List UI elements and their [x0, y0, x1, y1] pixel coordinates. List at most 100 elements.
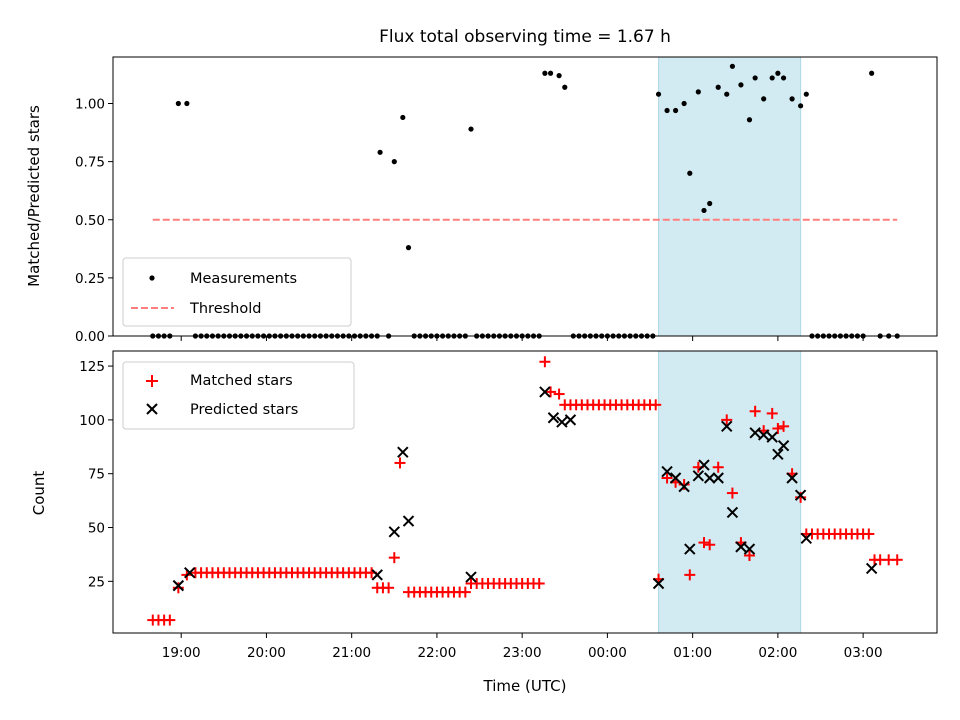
measurement-point — [562, 84, 568, 90]
measurement-point — [798, 103, 804, 109]
predicted-star-point — [735, 541, 747, 553]
bottom-legend: Matched stars Predicted stars — [122, 361, 355, 430]
legend-measurements-label: Measurements — [190, 271, 297, 287]
predicted-star-point — [698, 459, 710, 471]
matched-star-point — [553, 388, 565, 400]
predicted-star-point — [402, 515, 415, 527]
predicted-star-point — [669, 472, 682, 484]
predicted-star-point — [172, 579, 185, 592]
measurement-point — [672, 107, 679, 114]
measurement-point — [738, 82, 744, 88]
predicted-star-point — [786, 472, 798, 484]
matched-star-point — [394, 457, 406, 469]
matched-star-point — [726, 487, 738, 499]
top-y-tick-label: 0.00 — [75, 329, 105, 345]
predicted-star-point — [547, 412, 560, 424]
measurement-point — [869, 70, 875, 76]
x-tick-label: 20:00 — [247, 645, 286, 661]
measurement-point — [746, 117, 753, 123]
matched-star-point — [172, 582, 184, 594]
measurement-point — [681, 100, 687, 107]
x-tick-label: 03:00 — [844, 645, 883, 661]
measurement-point — [391, 159, 397, 165]
predicted-star-point — [556, 416, 568, 428]
measurement-point — [724, 91, 730, 97]
legend-matched-label: Matched stars — [190, 373, 293, 389]
predicted-star-point — [465, 571, 477, 583]
matched-star-point — [678, 478, 690, 490]
matched-star-point — [383, 582, 395, 594]
legend-predicted-marker — [146, 403, 158, 415]
x-tick-label: 19:00 — [162, 645, 201, 661]
bottom-y-tick-label: 100 — [79, 413, 105, 429]
bottom-y-axis-label: Count — [30, 471, 48, 516]
matched-star-point — [795, 491, 807, 503]
measurement-point — [184, 100, 190, 107]
matched-star-point — [749, 405, 761, 417]
predicted-star-point — [800, 532, 813, 544]
measurement-point — [377, 149, 383, 155]
predicted-star-point — [712, 472, 724, 484]
bottom-y-tick-label: 50 — [88, 521, 105, 537]
x-tick-label: 02:00 — [758, 645, 797, 661]
measurement-point — [405, 245, 412, 251]
matched-star-point — [533, 577, 545, 589]
predicted-star-point — [721, 420, 733, 433]
legend-measurements-marker — [149, 275, 155, 281]
predicted-star-point — [743, 543, 756, 555]
measurement-point — [655, 91, 662, 97]
measurement-point — [400, 114, 406, 121]
predicted-star-point — [757, 429, 770, 441]
predicted-star-point — [777, 440, 790, 452]
matched-star-point — [778, 420, 790, 432]
measurement-point — [769, 75, 775, 81]
matched-star-point — [539, 356, 551, 368]
matched-star-point — [863, 528, 875, 540]
x-axis-label: Time (UTC) — [483, 677, 567, 695]
top-shaded-span — [658, 56, 802, 337]
matched-star-point — [721, 414, 733, 426]
matched-star-point — [891, 554, 903, 566]
measurement-point — [687, 170, 693, 176]
predicted-star-point — [539, 386, 551, 398]
measurement-point — [547, 70, 554, 76]
top-y-tick-label: 0.75 — [75, 155, 105, 171]
measurement-point — [761, 96, 767, 102]
measurement-point — [468, 126, 474, 132]
measurement-point — [701, 207, 707, 214]
predicted-star-point — [766, 431, 778, 443]
predicted-star-point — [397, 446, 409, 458]
x-tick-label: 00:00 — [588, 645, 627, 661]
predicted-star-point — [564, 414, 577, 426]
measurement-point — [775, 70, 781, 76]
x-tick-label: 22:00 — [417, 645, 456, 661]
bottom-y-tick-label: 75 — [88, 467, 105, 483]
top-y-tick-label: 1.00 — [75, 97, 105, 113]
measurement-point — [729, 63, 736, 69]
predicted-star-point — [678, 480, 690, 493]
matched-star-point — [164, 614, 176, 626]
measurement-point — [542, 70, 548, 76]
predicted-star-point — [794, 489, 807, 501]
measurement-point — [664, 107, 670, 114]
measurement-point — [556, 73, 562, 79]
matched-star-point — [684, 569, 696, 581]
measurement-point — [695, 89, 701, 95]
predicted-star-point — [661, 465, 673, 478]
predicted-star-point — [184, 567, 196, 579]
x-tick-label: 23:00 — [503, 645, 542, 661]
matched-star-point — [661, 472, 673, 484]
x-tick-label: 21:00 — [332, 645, 371, 661]
top-legend: Measurements Threshold — [122, 257, 352, 327]
predicted-star-point — [692, 470, 705, 482]
predicted-star-point — [388, 526, 401, 538]
matched-star-point — [704, 539, 716, 551]
x-tick-label: 01:00 — [673, 645, 712, 661]
predicted-star-point — [703, 472, 716, 484]
predicted-star-point — [749, 427, 761, 439]
predicted-star-point — [371, 569, 383, 581]
top-chart-title: Flux total observing time = 1.67 h — [379, 27, 671, 47]
measurement-point — [175, 100, 181, 107]
measurement-point — [752, 75, 758, 81]
